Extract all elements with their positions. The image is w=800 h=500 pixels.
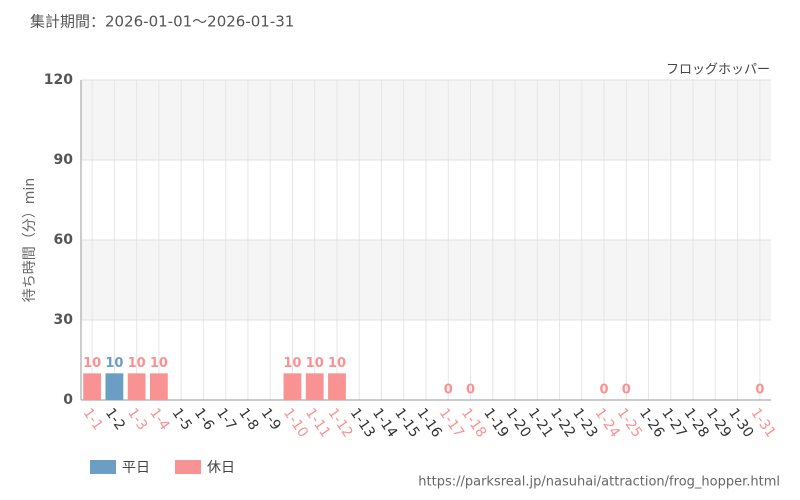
bar (105, 373, 124, 400)
y-tick-label: 90 (54, 152, 74, 168)
legend-label: 平日 (122, 460, 150, 476)
x-tick-label: 1-8 (235, 405, 261, 433)
bar (150, 373, 168, 400)
x-tick-label: 1-31 (747, 405, 778, 440)
value-label: 10 (128, 356, 146, 371)
legend-swatch (90, 460, 116, 474)
bar (83, 373, 102, 400)
value-label: 0 (600, 383, 609, 398)
legend-swatch (175, 460, 201, 474)
x-tick-label: 1-4 (146, 405, 172, 433)
y-tick-label: 120 (44, 72, 73, 88)
value-label: 10 (105, 356, 123, 371)
value-label: 0 (466, 383, 475, 398)
x-tick-label: 1-6 (191, 405, 217, 433)
source-url: https://parksreal.jp/nasuhai/attraction/… (418, 475, 780, 490)
bar (127, 373, 146, 400)
x-tick-label: 1-1 (80, 405, 106, 433)
x-tick-label: 1-7 (213, 405, 239, 433)
value-label: 10 (83, 356, 101, 371)
chart-title: フロッグホッパー (666, 63, 770, 78)
x-tick-label: 1-3 (124, 405, 150, 433)
value-label: 10 (283, 356, 301, 371)
y-tick-label: 60 (54, 232, 74, 248)
value-label: 10 (150, 356, 168, 371)
value-label: 10 (328, 356, 346, 371)
value-label: 0 (444, 383, 453, 398)
bar (305, 373, 324, 400)
legend-label: 休日 (207, 460, 235, 476)
bar (328, 373, 346, 400)
y-tick-label: 0 (63, 392, 73, 408)
period-header: 集計期間：2026-01-01～2026-01-31 (30, 13, 294, 31)
bar (283, 373, 302, 400)
y-axis-label: 待ち時間（分）min (22, 178, 38, 302)
value-label: 10 (306, 356, 324, 371)
x-tick-label: 1-5 (169, 405, 195, 433)
x-tick-label: 1-9 (258, 405, 284, 433)
value-label: 0 (622, 383, 631, 398)
y-tick-label: 30 (54, 312, 74, 328)
x-tick-label: 1-2 (102, 405, 128, 433)
value-label: 0 (755, 383, 764, 398)
